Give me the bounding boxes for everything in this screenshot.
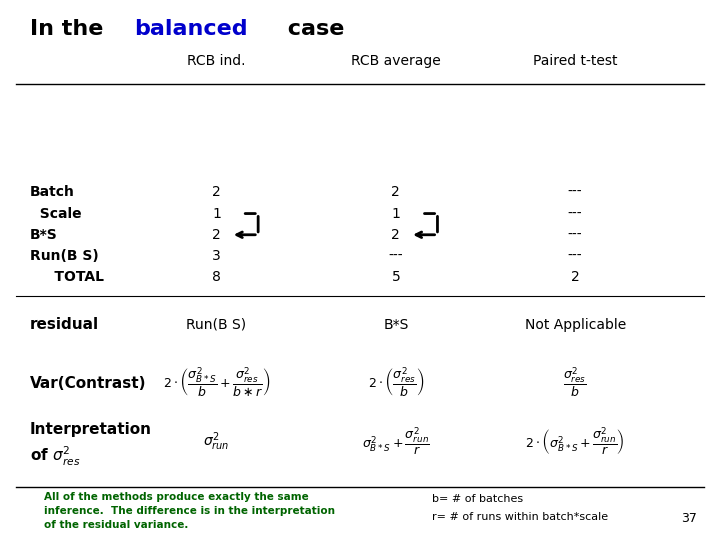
Text: All of the methods produce exactly the same
inference.  The difference is in the: All of the methods produce exactly the s… bbox=[45, 492, 336, 530]
Text: 1: 1 bbox=[392, 207, 400, 220]
Text: 3: 3 bbox=[212, 249, 221, 263]
Text: residual: residual bbox=[30, 318, 99, 333]
Text: Paired t-test: Paired t-test bbox=[533, 53, 618, 68]
Text: Var(Contrast): Var(Contrast) bbox=[30, 376, 147, 391]
Text: Scale: Scale bbox=[30, 207, 81, 220]
Text: ---: --- bbox=[568, 207, 582, 220]
Text: In the: In the bbox=[30, 18, 111, 38]
Text: ---: --- bbox=[568, 185, 582, 199]
Text: B*S: B*S bbox=[383, 318, 408, 332]
Text: 37: 37 bbox=[681, 511, 697, 525]
Text: TOTAL: TOTAL bbox=[30, 270, 104, 284]
Text: of $\sigma^2_{res}$: of $\sigma^2_{res}$ bbox=[30, 445, 81, 468]
Text: Not Applicable: Not Applicable bbox=[525, 318, 626, 332]
Text: RCB average: RCB average bbox=[351, 53, 441, 68]
Text: Batch: Batch bbox=[30, 185, 75, 199]
Text: 2: 2 bbox=[212, 185, 221, 199]
Text: 2: 2 bbox=[392, 185, 400, 199]
Text: ---: --- bbox=[568, 228, 582, 242]
Text: Run(B S): Run(B S) bbox=[186, 318, 247, 332]
Text: 2: 2 bbox=[571, 270, 580, 284]
Text: $\sigma^2_{B*S} + \dfrac{\sigma^2_{run}}{r}$: $\sigma^2_{B*S} + \dfrac{\sigma^2_{run}}… bbox=[362, 426, 430, 457]
Text: $2 \cdot \left(\dfrac{\sigma^2_{B*S}}{b} + \dfrac{\sigma^2_{res}}{b \ast r}\righ: $2 \cdot \left(\dfrac{\sigma^2_{B*S}}{b}… bbox=[163, 366, 271, 400]
Text: b= # of batches: b= # of batches bbox=[432, 494, 523, 504]
Text: 2: 2 bbox=[392, 228, 400, 242]
Text: B*S: B*S bbox=[30, 228, 58, 242]
Text: 8: 8 bbox=[212, 270, 221, 284]
Text: $\sigma^2_{run}$: $\sigma^2_{run}$ bbox=[203, 430, 230, 453]
Text: Interpretation: Interpretation bbox=[30, 422, 152, 437]
Text: case: case bbox=[280, 18, 345, 38]
Text: 2: 2 bbox=[212, 228, 221, 242]
Text: 5: 5 bbox=[392, 270, 400, 284]
Text: ---: --- bbox=[389, 249, 403, 263]
Text: 1: 1 bbox=[212, 207, 221, 220]
Text: r= # of runs within batch*scale: r= # of runs within batch*scale bbox=[432, 511, 608, 522]
Text: $2 \cdot \left(\sigma^2_{B*S} + \dfrac{\sigma^2_{run}}{r}\right)$: $2 \cdot \left(\sigma^2_{B*S} + \dfrac{\… bbox=[526, 426, 625, 457]
Text: $2 \cdot \left(\dfrac{\sigma^2_{res}}{b}\right)$: $2 \cdot \left(\dfrac{\sigma^2_{res}}{b}… bbox=[368, 366, 424, 400]
Text: balanced: balanced bbox=[135, 18, 248, 38]
Text: $\dfrac{\sigma^2_{res}}{b}$: $\dfrac{\sigma^2_{res}}{b}$ bbox=[563, 366, 587, 400]
Text: RCB ind.: RCB ind. bbox=[187, 53, 246, 68]
Text: ---: --- bbox=[568, 249, 582, 263]
Text: Run(B S): Run(B S) bbox=[30, 249, 99, 263]
